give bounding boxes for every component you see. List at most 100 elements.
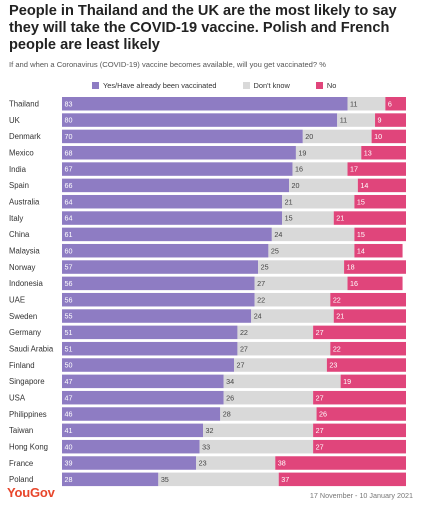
category-label-uk: UK (9, 116, 21, 125)
data-label-yes-taiwan: 41 (65, 426, 73, 435)
category-label-singapore: Singapore (9, 377, 45, 386)
data-label-no-finland: 23 (329, 361, 337, 370)
bar-no-taiwan (313, 423, 406, 438)
data-label-no-spain: 14 (360, 181, 368, 190)
bar-dont-know-australia (282, 194, 355, 209)
data-label-yes-poland: 28 (65, 475, 73, 484)
data-label-yes-malaysia: 60 (65, 246, 73, 255)
bar-no-usa (313, 390, 406, 405)
category-label-india: India (9, 165, 27, 174)
bar-dont-know-mexico (295, 145, 362, 160)
category-label-china: China (9, 230, 30, 239)
data-label-no-germany: 27 (316, 328, 324, 337)
bar-yes-uae (62, 292, 255, 307)
data-label-yes-italy: 64 (65, 214, 73, 223)
bar-no-indonesia (347, 276, 403, 291)
bar-dont-know-singapore (223, 374, 341, 389)
category-label-uae: UAE (9, 296, 25, 305)
bar-yes-uk (62, 113, 338, 127)
bar-no-germany (313, 325, 406, 340)
data-label-yes-china: 61 (65, 230, 73, 239)
data-label-dont-know-italy: 15 (285, 214, 293, 223)
data-label-yes-norway: 57 (65, 263, 73, 272)
category-label-norway: Norway (9, 263, 36, 272)
data-label-dont-know-taiwan: 32 (206, 426, 214, 435)
data-label-dont-know-uk: 11 (340, 116, 347, 125)
data-label-dont-know-poland: 35 (161, 475, 169, 484)
data-label-dont-know-uae: 22 (257, 295, 265, 304)
bar-no-india (347, 162, 406, 176)
data-label-no-denmark: 10 (374, 132, 382, 141)
data-label-dont-know-france: 23 (199, 459, 207, 468)
data-label-dont-know-mexico: 19 (298, 148, 306, 157)
legend-label-yes: Yes/Have already been vaccinated (103, 80, 217, 90)
bar-yes-singapore (62, 374, 224, 389)
category-label-france: France (9, 459, 33, 468)
category-label-germany: Germany (9, 328, 41, 337)
data-label-yes-sweden: 55 (65, 312, 73, 321)
bar-yes-poland (62, 472, 159, 487)
legend-swatch-dont-know (242, 81, 250, 89)
data-label-dont-know-sweden: 24 (254, 312, 262, 321)
data-label-no-india: 17 (350, 165, 358, 174)
data-label-dont-know-hong-kong: 33 (202, 442, 210, 451)
data-label-yes-indonesia: 56 (65, 279, 73, 288)
data-label-dont-know-usa: 26 (226, 393, 234, 402)
category-label-australia: Australia (9, 198, 40, 207)
category-label-sweden: Sweden (9, 312, 37, 321)
data-label-dont-know-saudi-arabia: 27 (240, 344, 248, 353)
chart-subtitle: If and when a Coronavirus (COVID-19) vac… (9, 60, 326, 69)
bar-dont-know-indonesia (254, 276, 348, 291)
data-label-yes-india: 67 (65, 165, 73, 174)
category-label-taiwan: Taiwan (9, 426, 33, 435)
data-label-no-norway: 18 (347, 263, 355, 272)
legend-label-dont-know: Don't know (253, 80, 290, 90)
data-label-yes-uae: 56 (65, 295, 73, 304)
data-label-no-china: 15 (357, 230, 365, 239)
bar-yes-china (62, 227, 272, 242)
bar-no-australia (354, 194, 406, 209)
data-label-dont-know-australia: 21 (285, 197, 293, 206)
bar-dont-know-taiwan (203, 423, 314, 438)
bar-no-thailand (385, 97, 406, 111)
bar-dont-know-norway (258, 260, 345, 274)
category-label-saudi-arabia: Saudi Arabia (9, 345, 54, 354)
bar-yes-norway (62, 260, 259, 274)
data-label-no-uae: 22 (333, 295, 341, 304)
data-label-yes-usa: 47 (65, 393, 73, 402)
bar-yes-sweden (62, 309, 252, 323)
data-label-no-taiwan: 27 (316, 426, 324, 435)
legend-item-yes: Yes/Have already been vaccinated (92, 81, 217, 90)
bar-dont-know-italy (282, 211, 334, 225)
bar-dont-know-poland (158, 472, 279, 487)
data-label-dont-know-philippines: 28 (223, 410, 231, 419)
bar-yes-australia (62, 194, 283, 209)
bar-no-hong-kong (313, 439, 406, 454)
bar-no-spain (357, 178, 406, 193)
bar-yes-italy (62, 211, 283, 225)
category-label-hong-kong: Hong Kong (9, 442, 48, 451)
data-label-dont-know-finland: 27 (237, 361, 245, 370)
bar-yes-saudi-arabia (62, 341, 238, 356)
bar-dont-know-uae (254, 292, 331, 307)
legend-item-dont-know: Don't know (242, 80, 290, 90)
bar-no-poland (278, 472, 406, 487)
data-label-no-mexico: 13 (364, 148, 372, 157)
bar-yes-indonesia (62, 276, 255, 291)
fieldwork-date: 17 November - 10 January 2021 (309, 491, 413, 500)
legend-swatch-no (315, 81, 323, 89)
category-label-spain: Spain (9, 181, 29, 190)
bar-dont-know-hong-kong (199, 439, 314, 454)
data-label-no-thailand: 6 (388, 99, 392, 108)
data-label-yes-thailand: 83 (65, 99, 73, 108)
data-label-yes-singapore: 47 (65, 377, 73, 386)
bar-dont-know-thailand (347, 97, 386, 111)
chart-title: People in Thailand and the UK are the mo… (9, 3, 397, 53)
data-label-no-indonesia: 16 (350, 279, 358, 288)
data-label-no-sweden: 21 (336, 312, 344, 321)
bar-yes-germany (62, 325, 238, 340)
bar-yes-finland (62, 358, 234, 372)
data-label-dont-know-denmark: 20 (305, 132, 313, 141)
bar-no-malaysia (354, 243, 403, 258)
